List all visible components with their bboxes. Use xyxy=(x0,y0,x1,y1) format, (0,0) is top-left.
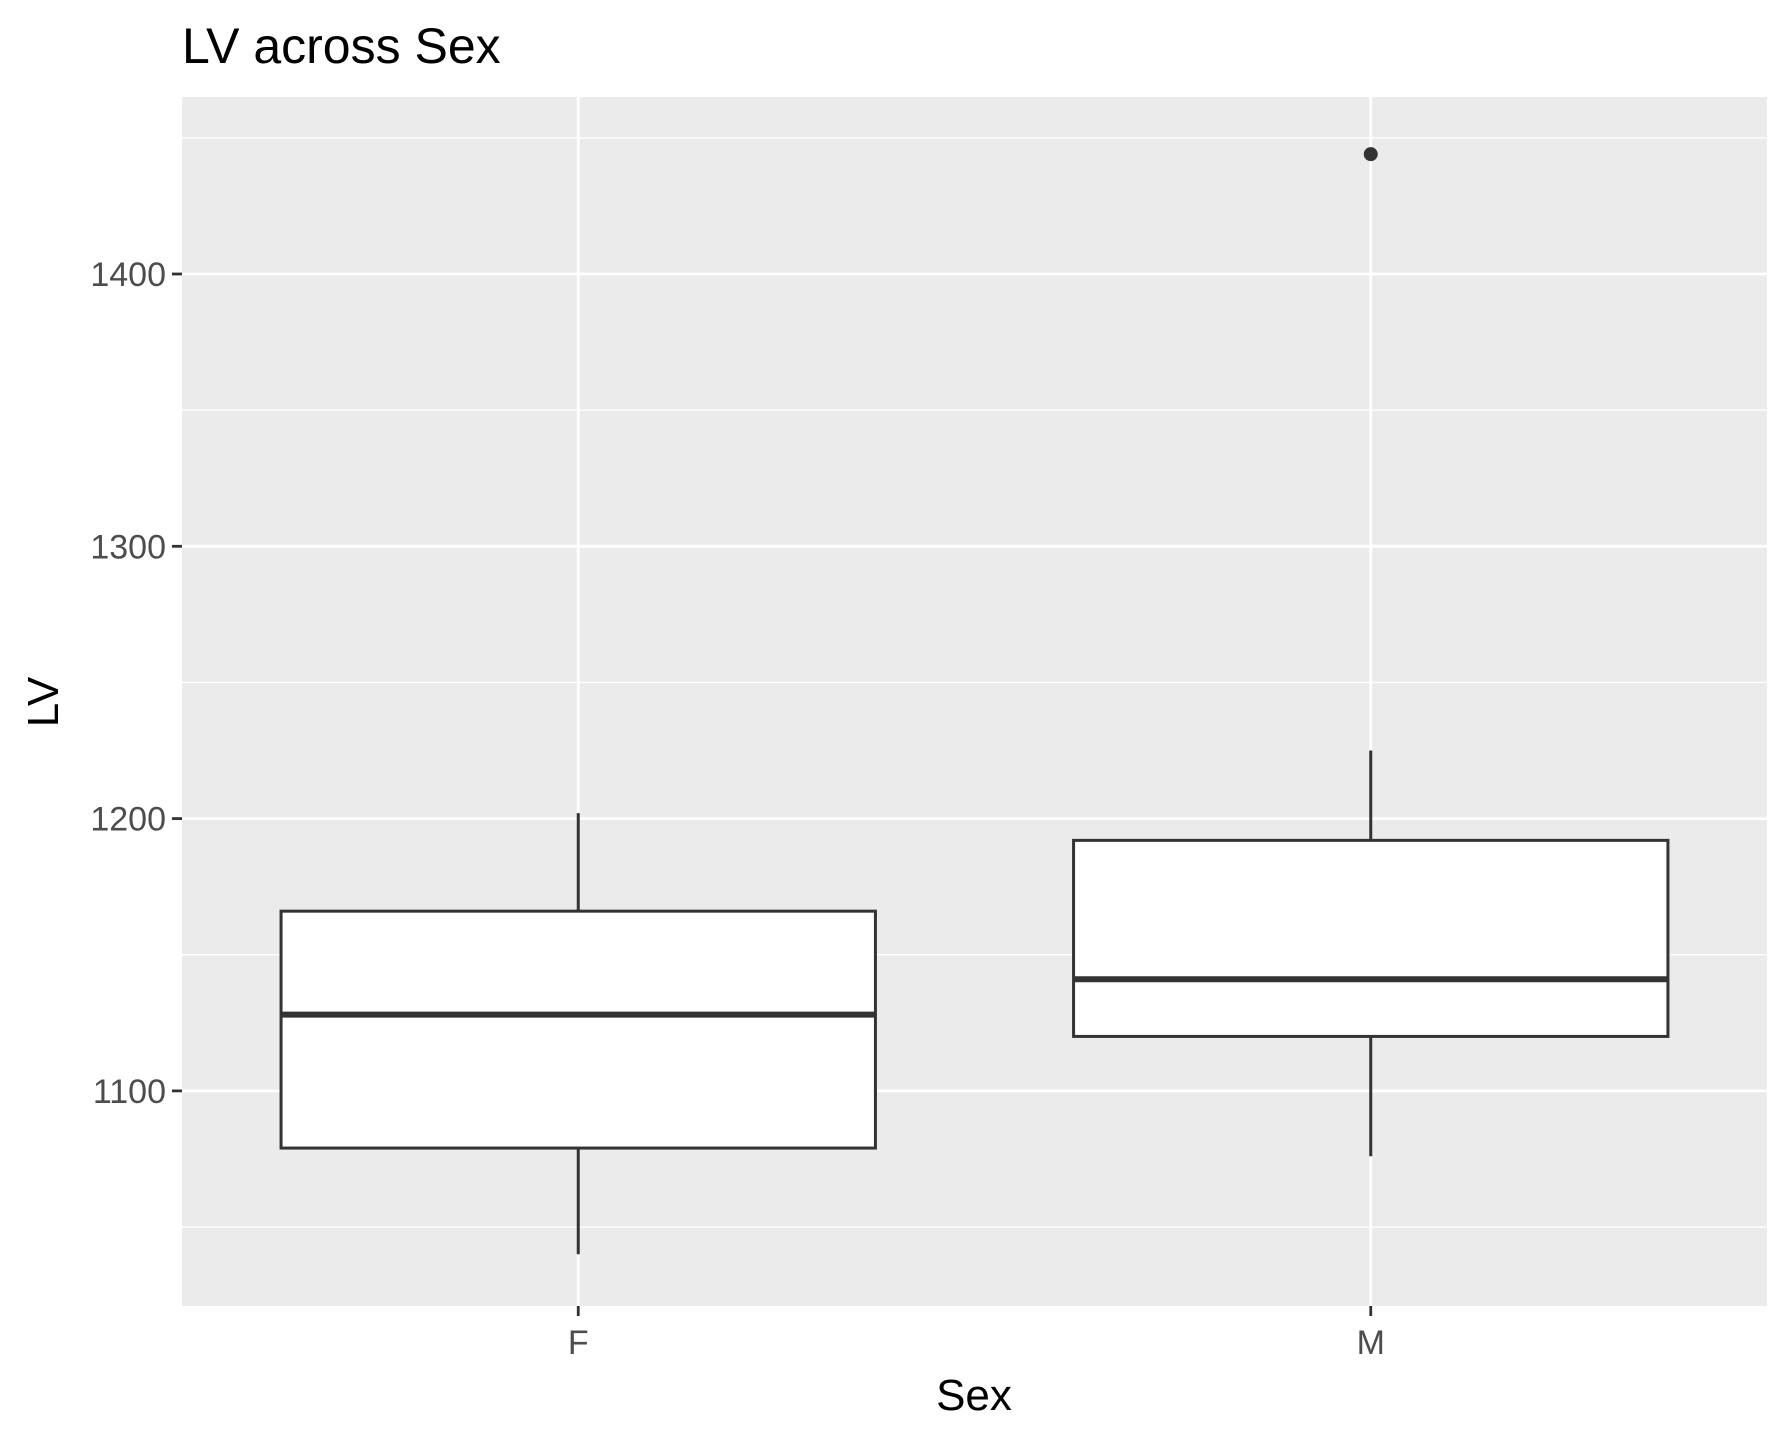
y-axis-title: LV xyxy=(19,676,68,727)
y-axis: 1100 1200 1300 1400 xyxy=(90,256,182,1111)
y-tick-label: 1100 xyxy=(93,1073,166,1111)
x-axis-title: Sex xyxy=(936,1371,1012,1420)
y-tick-label: 1200 xyxy=(90,801,166,839)
y-tick-label: 1300 xyxy=(90,528,166,566)
chart-title: LV across Sex xyxy=(182,18,501,74)
box-M xyxy=(1072,147,1670,1157)
iqr-box-M xyxy=(1072,838,1670,1038)
y-tick-label: 1400 xyxy=(90,256,166,294)
boxes xyxy=(279,147,1670,1255)
x-tick-label: F xyxy=(568,1324,589,1362)
x-tick-label: M xyxy=(1357,1324,1385,1362)
outlier-point-M-0 xyxy=(1363,147,1378,162)
box-F xyxy=(279,813,877,1255)
iqr-box-F xyxy=(279,909,877,1150)
